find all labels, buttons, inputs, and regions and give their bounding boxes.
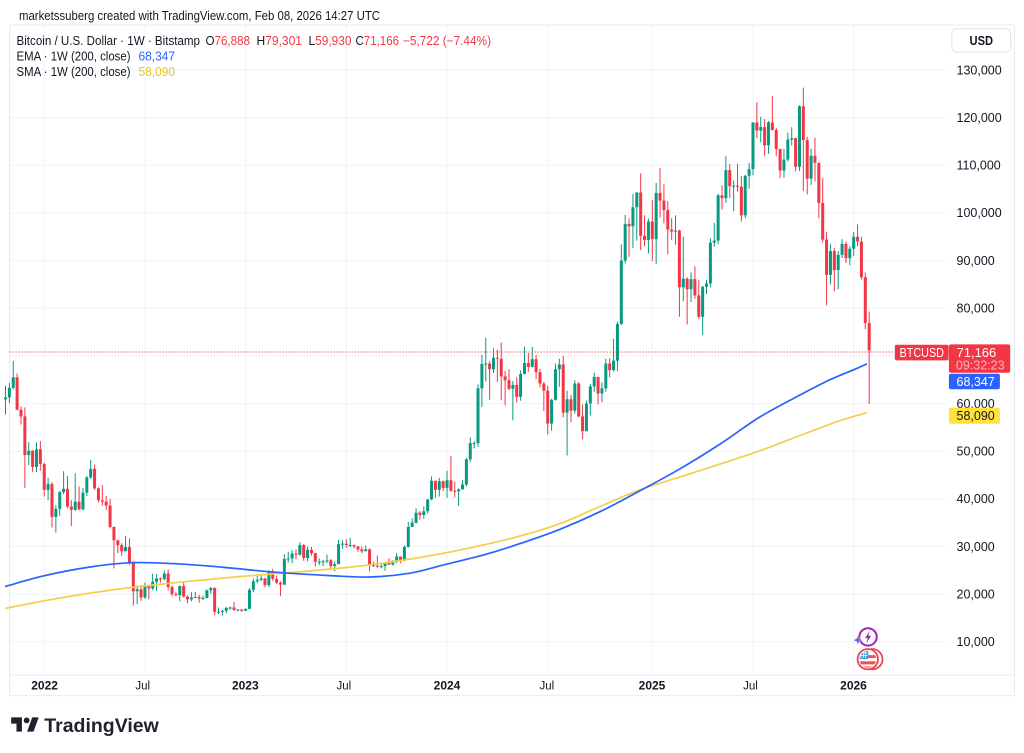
svg-text:60,000: 60,000 xyxy=(957,397,995,411)
svg-text:120,000: 120,000 xyxy=(957,111,1002,125)
svg-text:TradingView: TradingView xyxy=(44,715,159,737)
svg-text:58,090: 58,090 xyxy=(139,65,176,79)
svg-text:BTCUSD: BTCUSD xyxy=(900,346,945,360)
svg-text:30,000: 30,000 xyxy=(957,540,995,554)
svg-text:20,000: 20,000 xyxy=(957,587,995,601)
svg-text:68,347: 68,347 xyxy=(957,375,995,389)
svg-text:130,000: 130,000 xyxy=(957,63,1002,77)
svg-text:Bitcoin / U.S. Dollar · 1W · B: Bitcoin / U.S. Dollar · 1W · Bitstamp xyxy=(17,34,201,48)
svg-text:90,000: 90,000 xyxy=(957,254,995,268)
svg-text:2024: 2024 xyxy=(434,679,461,693)
svg-text:marketssuberg created with Tra: marketssuberg created with TradingView.c… xyxy=(19,8,380,23)
svg-text:2026: 2026 xyxy=(840,679,867,693)
svg-text:2022: 2022 xyxy=(31,679,58,693)
svg-text:50,000: 50,000 xyxy=(957,445,995,459)
svg-text:Jul: Jul xyxy=(135,681,150,693)
svg-text:Jul: Jul xyxy=(743,681,758,693)
svg-text:O76,888: O76,888 xyxy=(206,34,251,48)
svg-text:Jul: Jul xyxy=(539,681,554,693)
svg-text:100,000: 100,000 xyxy=(957,206,1002,220)
svg-text:C71,166: C71,166 xyxy=(356,34,400,48)
svg-text:USD: USD xyxy=(970,34,994,48)
svg-text:58,090: 58,090 xyxy=(957,409,995,423)
svg-text:40,000: 40,000 xyxy=(957,492,995,506)
svg-text:09:32:23: 09:32:23 xyxy=(956,359,1005,373)
svg-text:EMA · 1W (200, close): EMA · 1W (200, close) xyxy=(17,50,131,64)
svg-text:H79,301: H79,301 xyxy=(257,34,303,48)
svg-text:Jul: Jul xyxy=(336,681,351,693)
svg-text:−5,722 (−7.44%): −5,722 (−7.44%) xyxy=(403,34,491,48)
svg-text:10,000: 10,000 xyxy=(957,635,995,649)
svg-text:71,166: 71,166 xyxy=(957,345,997,360)
svg-text:110,000: 110,000 xyxy=(957,159,1001,173)
svg-text:80,000: 80,000 xyxy=(957,302,995,316)
svg-text:68,347: 68,347 xyxy=(139,50,176,64)
svg-text:2025: 2025 xyxy=(639,679,666,693)
svg-text:L59,930: L59,930 xyxy=(309,34,352,48)
svg-text:SMA · 1W (200, close): SMA · 1W (200, close) xyxy=(17,65,131,79)
svg-text:2023: 2023 xyxy=(232,679,259,693)
